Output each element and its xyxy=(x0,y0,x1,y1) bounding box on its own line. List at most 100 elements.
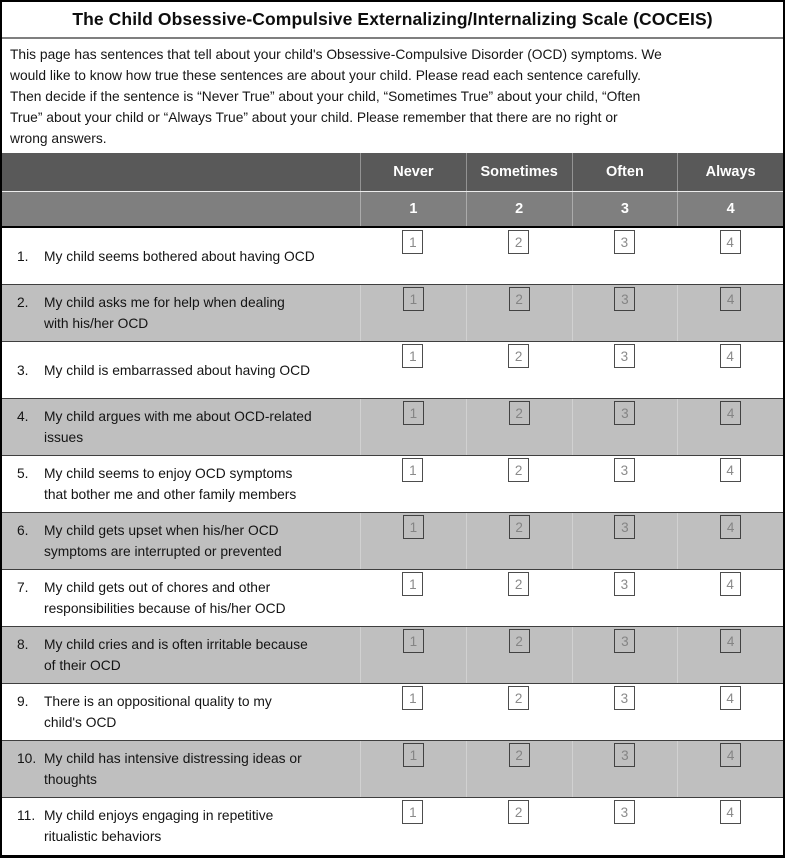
response-checkbox-4[interactable]: 4 xyxy=(719,344,741,368)
question-rows: 1. My child seems bothered about having O… xyxy=(2,226,783,854)
response-checkbox-4[interactable]: 4 xyxy=(719,686,741,710)
question-row-8: 8. My child cries and is often irritable … xyxy=(2,626,783,683)
response-cell-3: 3 xyxy=(571,741,678,797)
response-checkbox-3[interactable]: 3 xyxy=(613,572,635,596)
response-cell-1: 1 xyxy=(360,399,466,455)
question-number: 6. xyxy=(17,523,29,538)
response-checkbox-1[interactable]: 1 xyxy=(402,287,424,311)
response-checkbox-1[interactable]: 1 xyxy=(402,344,424,368)
response-checkbox-4[interactable]: 4 xyxy=(720,287,742,311)
response-checkbox-1[interactable]: 1 xyxy=(402,230,424,254)
response-cell-1: 1 xyxy=(360,741,466,797)
response-checkbox-2[interactable]: 2 xyxy=(508,629,530,653)
response-checkbox-1[interactable]: 1 xyxy=(402,800,424,824)
response-checkbox-3[interactable]: 3 xyxy=(613,686,635,710)
question-content: 7. My child gets out of chores and other … xyxy=(2,577,360,619)
response-cell-3: 3 xyxy=(572,684,678,740)
response-cell-4: 4 xyxy=(677,285,783,341)
question-text: My child is embarrassed about having OCD xyxy=(44,362,311,378)
question-row-9: 9. There is an oppositional quality to my… xyxy=(2,683,783,740)
response-checkbox-4[interactable]: 4 xyxy=(720,515,742,539)
response-checkbox-4[interactable]: 4 xyxy=(720,401,742,425)
question-number: 4. xyxy=(17,409,29,424)
question-content: 1. My child seems bothered about having O… xyxy=(2,246,360,267)
response-checkbox-3[interactable]: 3 xyxy=(614,401,636,425)
response-checkbox-3[interactable]: 3 xyxy=(614,743,636,767)
response-checkbox-3[interactable]: 3 xyxy=(614,629,636,653)
response-checkbox-1[interactable]: 1 xyxy=(402,572,424,596)
response-cell-1: 1 xyxy=(360,570,466,626)
response-checkbox-2[interactable]: 2 xyxy=(508,458,530,482)
response-checkbox-3[interactable]: 3 xyxy=(614,287,636,311)
response-cell-4: 4 xyxy=(677,570,783,626)
response-checkbox-1[interactable]: 1 xyxy=(402,515,424,539)
response-cell-1: 1 xyxy=(360,456,466,512)
scale-label-always: Always xyxy=(677,153,783,191)
response-options: 1 2 3 4 xyxy=(360,456,783,512)
response-checkbox-2[interactable]: 2 xyxy=(508,344,530,368)
response-checkbox-2[interactable]: 2 xyxy=(508,515,530,539)
response-options: 1 2 3 4 xyxy=(360,285,783,341)
question-content: 4. My child argues with me about OCD-rela… xyxy=(2,406,360,448)
scale-label-often: Often xyxy=(571,153,678,191)
response-checkbox-3[interactable]: 3 xyxy=(613,344,635,368)
response-checkbox-4[interactable]: 4 xyxy=(720,629,742,653)
response-checkbox-4[interactable]: 4 xyxy=(719,458,741,482)
question-row-4: 4. My child argues with me about OCD-rela… xyxy=(2,398,783,455)
question-number: 11. xyxy=(17,808,36,823)
question-text: There is an oppositional quality to my c… xyxy=(44,694,272,730)
question-row-6: 6. My child gets upset when his/her OCD s… xyxy=(2,512,783,569)
response-checkbox-1[interactable]: 1 xyxy=(402,743,424,767)
response-cell-4: 4 xyxy=(677,798,783,854)
response-cell-3: 3 xyxy=(571,285,678,341)
response-options: 1 2 3 4 xyxy=(360,342,783,398)
response-options: 1 2 3 4 xyxy=(360,228,783,284)
response-checkbox-1[interactable]: 1 xyxy=(402,458,424,482)
response-checkbox-1[interactable]: 1 xyxy=(402,401,424,425)
response-options: 1 2 3 4 xyxy=(360,684,783,740)
response-checkbox-4[interactable]: 4 xyxy=(719,572,741,596)
response-cell-3: 3 xyxy=(571,627,678,683)
response-cell-2: 2 xyxy=(466,342,572,398)
question-number: 10. xyxy=(17,751,37,766)
response-cell-1: 1 xyxy=(360,684,466,740)
response-checkbox-2[interactable]: 2 xyxy=(508,686,530,710)
question-text: My child seems bothered about having OCD xyxy=(44,248,315,264)
response-checkbox-2[interactable]: 2 xyxy=(508,287,530,311)
response-checkbox-3[interactable]: 3 xyxy=(614,515,636,539)
response-checkbox-1[interactable]: 1 xyxy=(402,629,424,653)
form-title: The Child Obsessive-Compulsive Externali… xyxy=(2,2,783,39)
question-content: 9. There is an oppositional quality to my… xyxy=(2,691,360,733)
question-content: 10. My child has intensive distressing id… xyxy=(2,748,360,790)
question-row-7: 7. My child gets out of chores and other … xyxy=(2,569,783,626)
response-cell-2: 2 xyxy=(466,684,572,740)
response-checkbox-4[interactable]: 4 xyxy=(719,230,741,254)
question-row-1: 1. My child seems bothered about having O… xyxy=(2,226,783,284)
response-options: 1 2 3 4 xyxy=(360,513,783,569)
question-row-2: 2. My child asks me for help when dealing… xyxy=(2,284,783,341)
response-checkbox-2[interactable]: 2 xyxy=(508,743,530,767)
question-number: 9. xyxy=(17,694,29,709)
response-cell-3: 3 xyxy=(572,228,678,284)
response-checkbox-3[interactable]: 3 xyxy=(613,458,635,482)
response-checkbox-1[interactable]: 1 xyxy=(402,686,424,710)
response-options: 1 2 3 4 xyxy=(360,798,783,854)
response-checkbox-2[interactable]: 2 xyxy=(508,401,530,425)
response-cell-2: 2 xyxy=(465,285,572,341)
response-checkbox-2[interactable]: 2 xyxy=(508,800,530,824)
response-cell-1: 1 xyxy=(360,798,466,854)
response-checkbox-4[interactable]: 4 xyxy=(719,800,741,824)
question-number: 3. xyxy=(17,362,29,378)
response-checkbox-4[interactable]: 4 xyxy=(720,743,742,767)
question-row-11: 11. My child enjoys engaging in repetitiv… xyxy=(2,797,783,854)
response-cell-4: 4 xyxy=(677,741,783,797)
response-checkbox-3[interactable]: 3 xyxy=(613,800,635,824)
response-checkbox-2[interactable]: 2 xyxy=(508,572,530,596)
question-row-5: 5. My child seems to enjoy OCD symptoms t… xyxy=(2,455,783,512)
question-row-3: 3. My child is embarrassed about having O… xyxy=(2,341,783,398)
question-text: My child asks me for help when dealing w… xyxy=(44,295,285,331)
response-checkbox-2[interactable]: 2 xyxy=(508,230,530,254)
response-checkbox-3[interactable]: 3 xyxy=(613,230,635,254)
response-cell-2: 2 xyxy=(466,798,572,854)
